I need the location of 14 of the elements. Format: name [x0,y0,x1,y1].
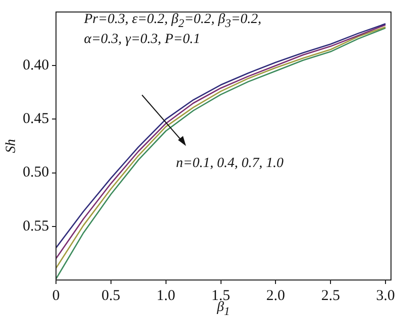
x-tick-label: 1.0 [156,288,176,304]
x-tick-label: 0 [52,288,60,304]
y-tick-label: 0.45 [22,111,49,128]
y-axis-title: Sh [4,139,20,153]
annotation: n=0.1, 0.4, 0.7, 1.0 [176,156,284,172]
annotation: Pr=0.3, ε=0.2, β$_{2}$=0.2, β$_{3}$=0.2, [84,12,262,30]
annotation: α=0.3, γ=0.3, P=0.1 [84,32,200,48]
x-tick-label: 2.0 [266,288,286,304]
x-tick-label: 2.5 [321,288,340,304]
y-tick-label: 0.40 [22,58,49,74]
x-tick-label: 0.5 [102,288,120,304]
x-tick-label: 3.0 [376,288,395,304]
y-tick-label: 0.55 [22,218,49,234]
y-tick-label: 0.50 [22,164,49,181]
